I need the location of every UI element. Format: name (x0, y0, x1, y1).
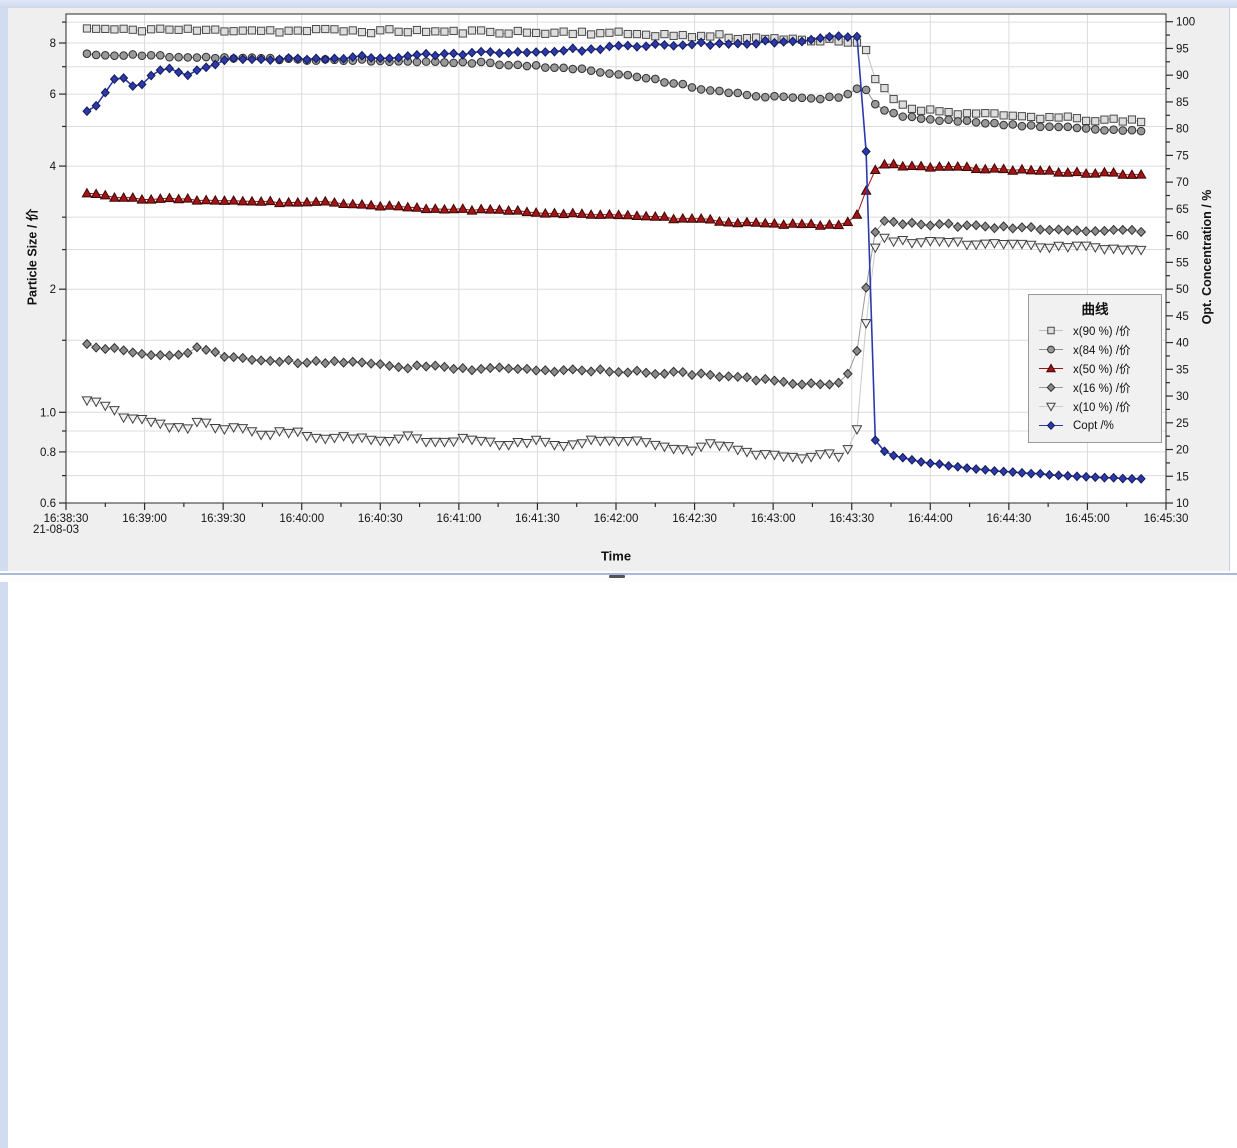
splitter-line (0, 573, 1237, 575)
legend-marker-icon (1039, 420, 1063, 431)
legend-item[interactable]: x(10 %) /价 (1033, 397, 1157, 416)
svg-text:16:41:30: 16:41:30 (515, 513, 560, 525)
legend-item-label: x(50 %) /价 (1073, 363, 1131, 376)
svg-text:16:40:00: 16:40:00 (279, 513, 324, 525)
axis-date-label: 21-08-03 (33, 524, 80, 536)
legend-item-label: x(90 %) /价 (1073, 325, 1131, 338)
legend-rows: x(90 %) /价 x(84 %) /价 x(50 %) /价 x(16 %) /价… (1033, 321, 1157, 435)
svg-text:16:42:00: 16:42:00 (594, 513, 639, 525)
legend-marker-icon (1039, 363, 1063, 373)
svg-text:20: 20 (1176, 445, 1189, 457)
svg-text:16:42:30: 16:42:30 (672, 513, 717, 525)
svg-text:16:38:30: 16:38:30 (44, 513, 89, 525)
svg-text:4: 4 (50, 161, 57, 173)
particle-size-trend-chart: 0.6 0.8 1.0 2 4 6 8 10 15 20 25 30 35 40 45 50 55 60 65 70 7… (40, 13, 1195, 525)
svg-text:10: 10 (1176, 498, 1189, 510)
svg-text:8: 8 (50, 38, 56, 50)
legend-item-label: x(84 %) /价 (1073, 344, 1131, 357)
legend-item-label: Copt /% (1073, 419, 1114, 432)
svg-text:80: 80 (1176, 124, 1189, 136)
svg-text:16:41:00: 16:41:00 (436, 513, 481, 525)
panel-splitter[interactable] (0, 571, 1237, 582)
svg-text:0.8: 0.8 (40, 447, 56, 459)
series-x(90 %) /价 (82, 24, 1146, 127)
svg-text:90: 90 (1176, 70, 1189, 82)
svg-text:30: 30 (1176, 391, 1189, 403)
series-x(10 %) /价 (81, 233, 1147, 465)
legend-marker-icon (1039, 382, 1063, 393)
svg-text:25: 25 (1176, 418, 1189, 430)
svg-text:16:43:00: 16:43:00 (751, 513, 796, 525)
svg-text:85: 85 (1176, 97, 1189, 109)
splitter-handle[interactable] (609, 575, 625, 578)
left-axis-title: Particle Size / 价 (25, 208, 40, 306)
svg-text:1.0: 1.0 (40, 407, 56, 419)
svg-text:15: 15 (1176, 471, 1189, 483)
window-top-edge (0, 0, 1237, 8)
svg-text:16:39:00: 16:39:00 (122, 513, 167, 525)
svg-text:2: 2 (50, 284, 56, 296)
svg-text:16:45:00: 16:45:00 (1065, 513, 1110, 525)
svg-text:65: 65 (1176, 204, 1189, 216)
x-axis-title: Time (600, 548, 632, 564)
series-x(16 %) /价 (82, 215, 1147, 390)
legend-item-label: x(16 %) /价 (1073, 382, 1131, 395)
legend-item[interactable]: x(16 %) /价 (1033, 378, 1157, 397)
svg-text:55: 55 (1176, 257, 1189, 269)
svg-text:70: 70 (1176, 177, 1189, 189)
legend-item[interactable]: x(50 %) /价 (1033, 359, 1157, 378)
legend-item[interactable]: x(84 %) /价 (1033, 340, 1157, 359)
legend-item[interactable]: x(90 %) /价 (1033, 321, 1157, 340)
series-x(50 %) /价 (81, 158, 1147, 230)
svg-text:16:39:30: 16:39:30 (201, 513, 246, 525)
legend-marker-icon (1039, 326, 1063, 335)
legend-item-label: x(10 %) /价 (1073, 401, 1131, 414)
svg-text:6: 6 (50, 89, 56, 101)
legend-item[interactable]: Copt /% (1033, 416, 1157, 435)
legend-marker-icon (1039, 345, 1063, 354)
svg-text:0.6: 0.6 (40, 498, 56, 510)
svg-text:75: 75 (1176, 150, 1189, 162)
svg-text:95: 95 (1176, 43, 1189, 55)
svg-text:16:43:30: 16:43:30 (829, 513, 874, 525)
legend-marker-icon (1039, 402, 1063, 412)
window-left-edge (0, 0, 8, 574)
svg-text:40: 40 (1176, 338, 1189, 350)
legend: 曲线 x(90 %) /价 x(84 %) /价 x(50 %) /价 x(16 %)… (1028, 294, 1162, 443)
svg-text:35: 35 (1176, 364, 1189, 376)
svg-text:50: 50 (1176, 284, 1189, 296)
svg-text:16:40:30: 16:40:30 (358, 513, 403, 525)
svg-text:100: 100 (1176, 17, 1195, 29)
right-axis-title: Opt. Concentration / % (1200, 189, 1214, 325)
window-right-edge (0, 574, 8, 1148)
svg-text:16:44:30: 16:44:30 (986, 513, 1031, 525)
legend-title: 曲线 (1081, 302, 1109, 317)
svg-text:16:44:00: 16:44:00 (908, 513, 953, 525)
svg-text:16:45:30: 16:45:30 (1144, 513, 1189, 525)
svg-text:60: 60 (1176, 231, 1189, 243)
series-Copt /% (82, 31, 1146, 484)
svg-text:45: 45 (1176, 311, 1189, 323)
